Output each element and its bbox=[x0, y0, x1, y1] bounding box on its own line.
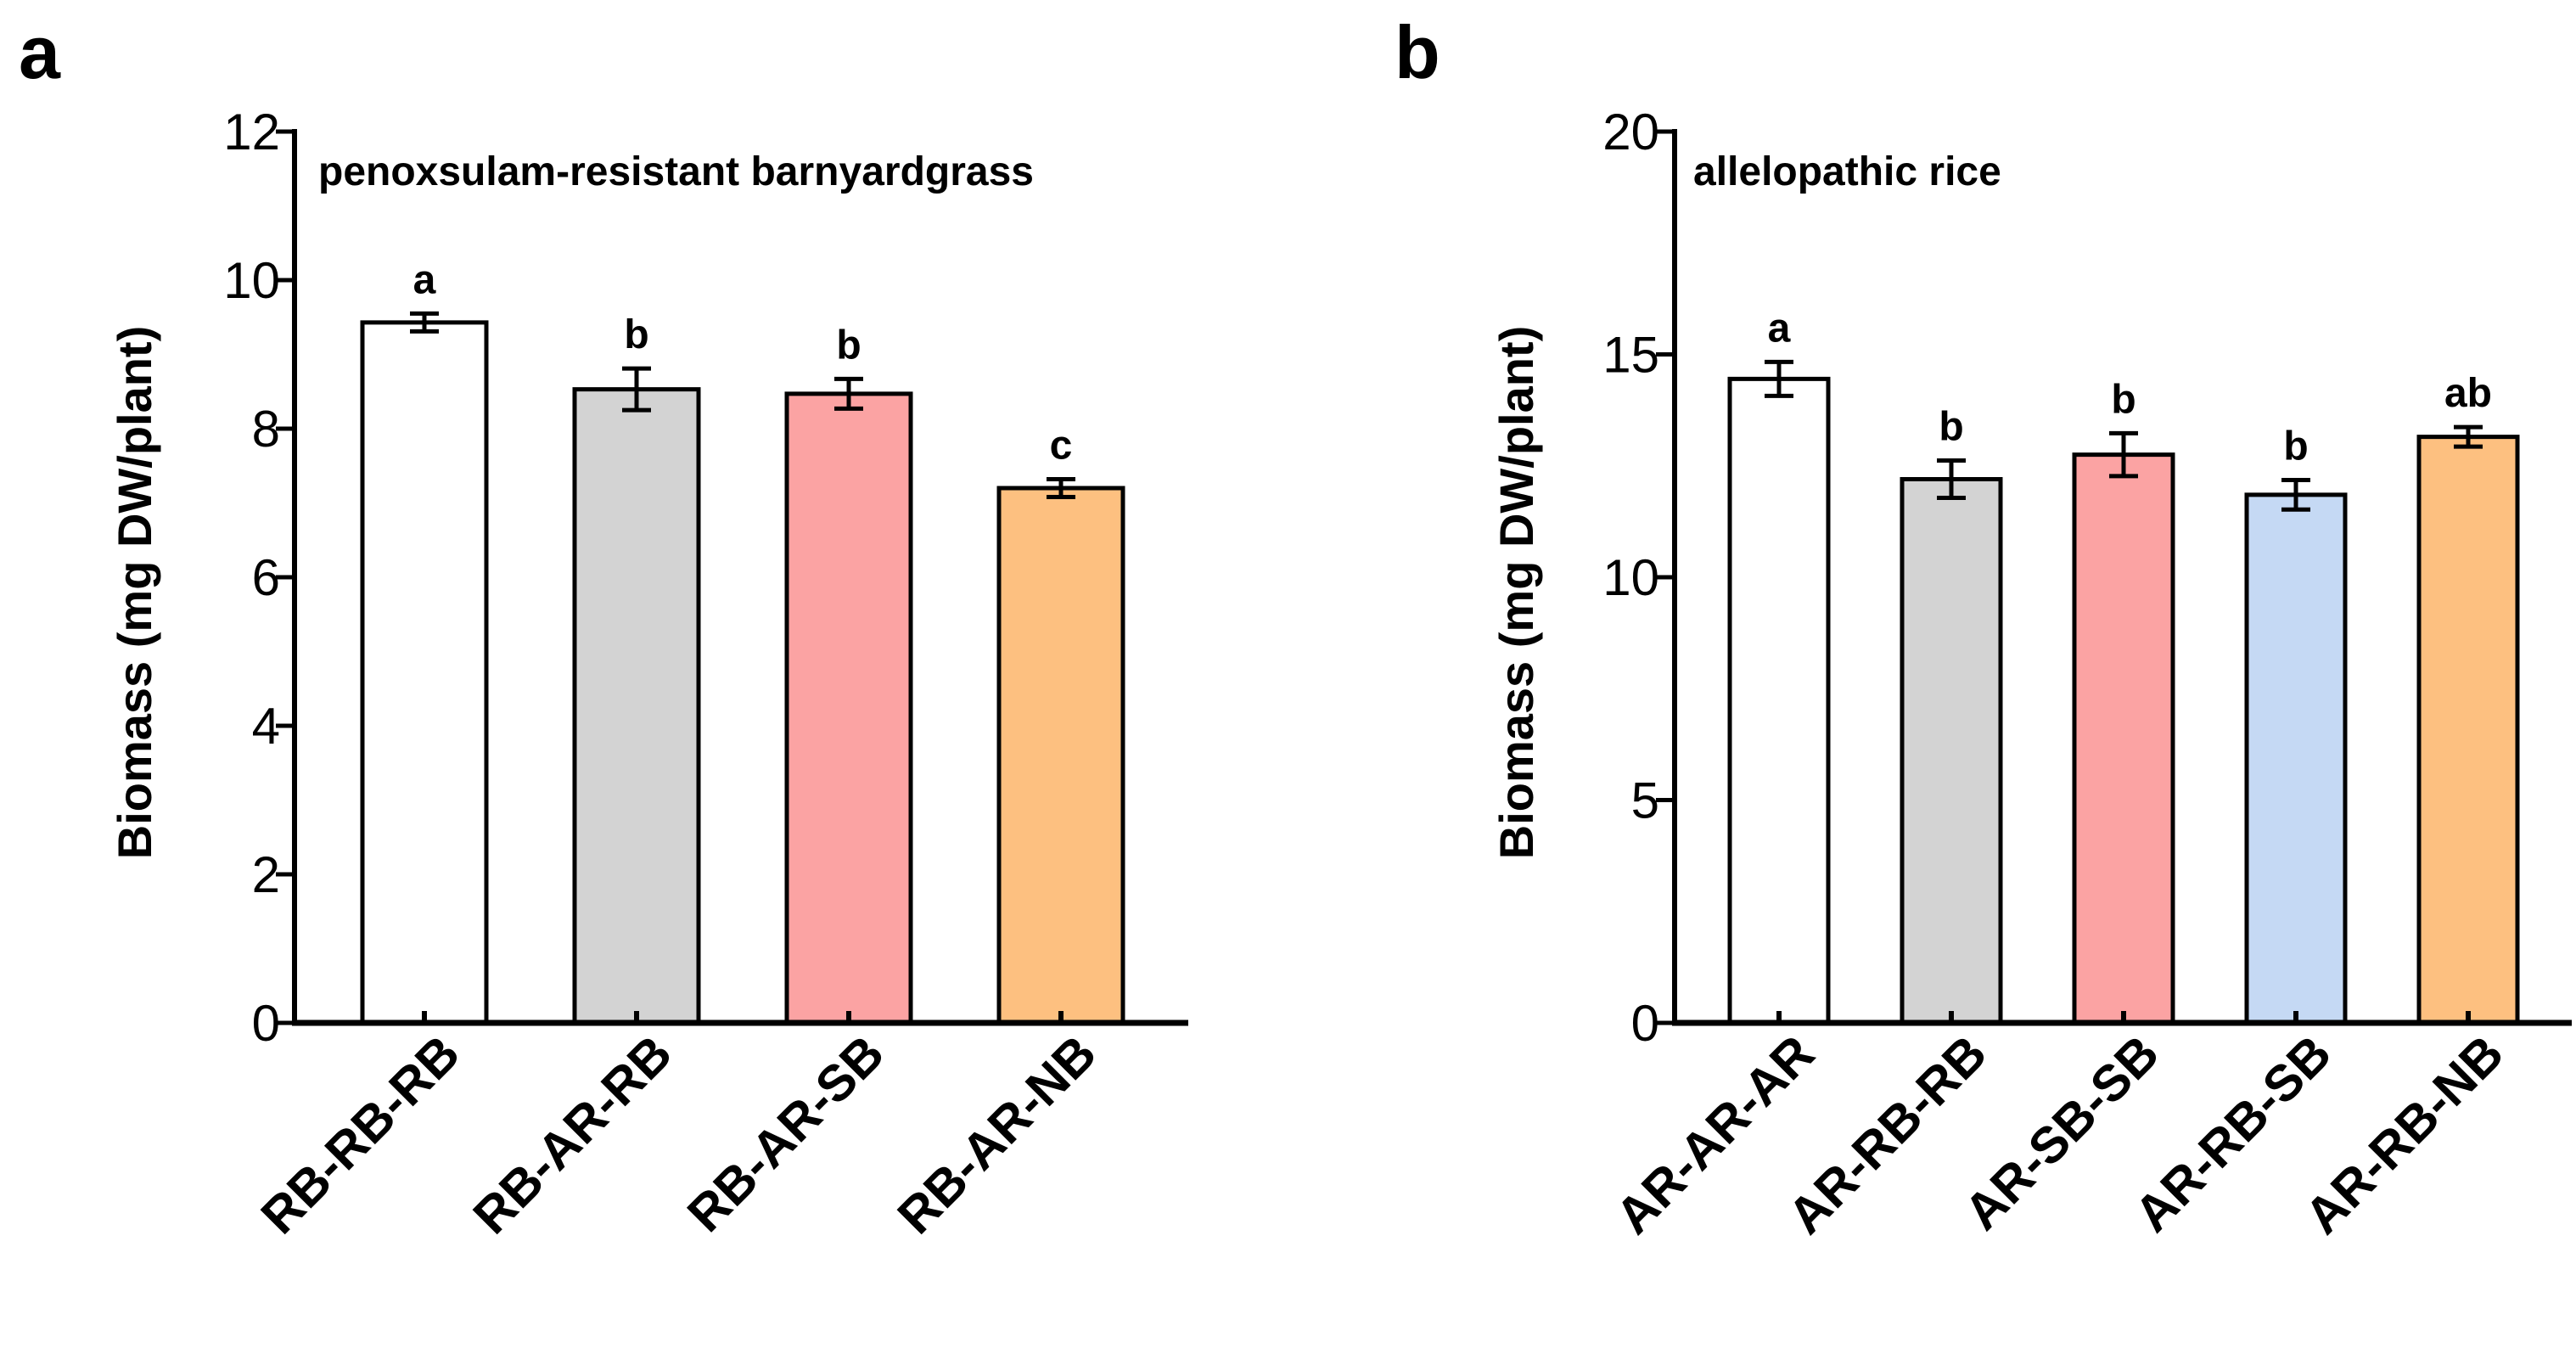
panel-b-bar bbox=[1900, 477, 2003, 1025]
panel-a-y-tick-label: 2 bbox=[252, 846, 280, 903]
panel-a-y-tick-label: 0 bbox=[252, 995, 280, 1052]
panel-a-bar bbox=[996, 486, 1125, 1025]
panel-b-y-tick-label: 10 bbox=[1602, 549, 1659, 606]
panel-b-significance-label: b bbox=[2111, 377, 2135, 422]
panel-b-significance-label: b bbox=[2283, 424, 2308, 469]
panel-b-letter: b bbox=[1395, 10, 1440, 94]
panel-a-y-axis-label: Biomass (mg DW/plant) bbox=[108, 326, 161, 859]
panel-a-y-tick-label: 10 bbox=[223, 252, 280, 309]
panel-a-title: penoxsulam-resistant barnyardgrass bbox=[318, 149, 1034, 194]
panel-a-plot-area: 0 2 4 6 8 10 12 a RB-RB-RB b RB-AR-RB b RB-AR-SB c RB-… bbox=[223, 104, 1188, 1244]
panel-a-x-category-label: RB-AR-RB bbox=[463, 1025, 682, 1244]
panel-b-significance-label: b bbox=[1939, 404, 1963, 449]
panel-a-bar bbox=[784, 391, 913, 1025]
panel-b-bar bbox=[2072, 452, 2175, 1025]
panel-b-y-tick-label: 5 bbox=[1631, 772, 1659, 829]
panel-a-bar bbox=[572, 387, 701, 1025]
panel-a-significance-label: c bbox=[1050, 424, 1073, 469]
panel-b-y-tick-label: 15 bbox=[1602, 327, 1659, 384]
panel-a-significance-label: b bbox=[624, 312, 648, 357]
panel-b: b allelopathic rice Biomass (mg DW/plant… bbox=[1395, 10, 2572, 1244]
panel-a-x-category-label: RB-AR-NB bbox=[887, 1025, 1107, 1244]
panel-b-y-axis-label: Biomass (mg DW/plant) bbox=[1490, 326, 1543, 859]
panel-a-y-tick-label: 8 bbox=[252, 401, 280, 458]
panel-a-y-tick-label: 6 bbox=[252, 549, 280, 606]
panel-a-x-category-label: RB-RB-RB bbox=[250, 1025, 470, 1244]
panel-a-y-tick-label: 4 bbox=[252, 698, 280, 755]
panel-b-y-tick-label: 0 bbox=[1631, 995, 1659, 1052]
panel-b-title: allelopathic rice bbox=[1693, 149, 2001, 194]
panel-a: a penoxsulam-resistant barnyardgrass Bio… bbox=[19, 10, 1188, 1244]
panel-b-plot-area: 05101520aAR-AR-ARbAR-RB-RBbAR-SB-SBbAR-R… bbox=[1602, 104, 2572, 1244]
panel-a-letter: a bbox=[19, 10, 61, 94]
panel-a-significance-label: a bbox=[413, 257, 436, 302]
panel-b-significance-label: a bbox=[1768, 306, 1791, 351]
panel-b-bar bbox=[2244, 492, 2348, 1025]
panel-a-y-tick-label: 12 bbox=[223, 104, 280, 160]
panel-b-significance-label: ab bbox=[2444, 371, 2492, 416]
panel-b-bar bbox=[1727, 376, 1831, 1025]
panel-a-bar bbox=[360, 320, 489, 1025]
panel-b-y-tick-label: 20 bbox=[1602, 104, 1659, 160]
panel-a-x-category-label: RB-AR-SB bbox=[676, 1025, 895, 1243]
panel-a-significance-label: b bbox=[836, 323, 861, 368]
panel-b-bar bbox=[2416, 435, 2520, 1025]
